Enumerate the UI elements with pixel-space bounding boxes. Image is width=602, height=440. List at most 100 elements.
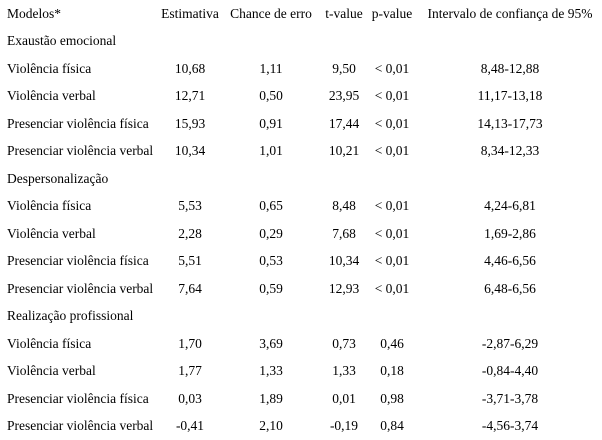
table-row: Violência verbal 2,28 0,29 7,68 < 0,01 1,69-2…	[0, 220, 602, 248]
cell-estimate: 5,51	[178, 253, 202, 269]
cell-error: 0,53	[259, 253, 283, 269]
cell-t: 23,95	[328, 88, 360, 104]
cell-ci: 14,13-17,73	[477, 115, 543, 131]
cell-model: Violência física	[7, 335, 92, 351]
cell-model: Presenciar violência física	[7, 115, 149, 131]
cell-estimate: 5,53	[178, 198, 202, 214]
cell-p: < 0,01	[374, 143, 410, 159]
cell-error: 3,69	[259, 335, 283, 351]
table-row: Violência verbal 1,77 1,33 1,33 0,18 -0,84-4,…	[0, 358, 602, 386]
table-row: Presenciar violência verbal 10,34 1,01 10,2…	[0, 138, 602, 166]
cell-estimate: -0,41	[175, 418, 205, 434]
cell-p: 0,18	[380, 363, 404, 379]
table-row: Presenciar violência física 5,51 0,53 10,34…	[0, 248, 602, 276]
column-header-modelos: Modelos*	[7, 5, 61, 21]
cell-model: Violência verbal	[7, 225, 96, 241]
cell-estimate: 10,34	[174, 143, 206, 159]
cell-ci: -0,84-4,40	[481, 363, 539, 379]
cell-estimate: 2,28	[178, 225, 202, 241]
cell-p: < 0,01	[374, 280, 410, 296]
cell-model: Violência verbal	[7, 363, 96, 379]
cell-error: 0,50	[259, 88, 283, 104]
cell-t: 8,48	[332, 198, 356, 214]
cell-t: 10,34	[328, 253, 360, 269]
cell-model: Violência física	[7, 198, 92, 214]
cell-t: 0,73	[332, 335, 356, 351]
table-row: Violência física 5,53 0,65 8,48 < 0,01 4,24-6…	[0, 193, 602, 221]
group-label: Exaustão emocional	[7, 33, 117, 49]
cell-p: 0,46	[380, 335, 404, 351]
cell-ci: -2,87-6,29	[481, 335, 539, 351]
cell-t: 10,21	[328, 143, 360, 159]
cell-estimate: 15,93	[174, 115, 206, 131]
cell-ci: 8,48-12,88	[480, 60, 540, 76]
cell-p: < 0,01	[374, 115, 410, 131]
column-header-estimativa: Estimativa	[161, 5, 219, 21]
column-header-p-value: p-value	[371, 5, 413, 21]
cell-estimate: 12,71	[174, 88, 206, 104]
cell-error: 2,10	[259, 418, 283, 434]
cell-ci: 4,46-6,56	[484, 253, 536, 269]
table-header-row: Modelos* Estimativa Chance de erro t-val…	[0, 0, 602, 28]
cell-p: 0,98	[380, 390, 404, 406]
cell-estimate: 1,77	[178, 363, 202, 379]
group-header-row: Realização profissional	[0, 303, 602, 331]
group-label: Despersonalização	[7, 170, 109, 186]
cell-estimate: 0,03	[178, 390, 202, 406]
cell-estimate: 1,70	[178, 335, 202, 351]
column-header-t-value: t-value	[325, 5, 363, 21]
cell-ci: 1,69-2,86	[484, 225, 536, 241]
cell-estimate: 7,64	[178, 280, 202, 296]
group-header-row: Exaustão emocional	[0, 28, 602, 56]
cell-error: 0,65	[259, 198, 283, 214]
cell-error: 1,33	[259, 363, 283, 379]
table-row: Presenciar violência verbal 7,64 0,59 12,93…	[0, 275, 602, 303]
cell-estimate: 10,68	[174, 60, 206, 76]
table-row: Presenciar violência verbal -0,41 2,10 -0,1…	[0, 413, 602, 440]
cell-p: < 0,01	[374, 60, 410, 76]
cell-model: Violência verbal	[7, 88, 96, 104]
table-row: Violência física 1,70 3,69 0,73 0,46 -2,87-6,…	[0, 330, 602, 358]
table-row: Violência física 10,68 1,11 9,50 < 0,01 8,48-…	[0, 55, 602, 83]
cell-model: Presenciar violência verbal	[7, 280, 154, 296]
cell-p: < 0,01	[374, 198, 410, 214]
cell-ci: 8,34-12,33	[480, 143, 540, 159]
cell-t: 12,93	[328, 280, 360, 296]
cell-model: Presenciar violência física	[7, 253, 149, 269]
cell-ci: 11,17-13,18	[477, 88, 543, 104]
table-body: Exaustão emocional Violência física 10,68 1…	[0, 28, 602, 440]
cell-model: Presenciar violência física	[7, 390, 149, 406]
cell-t: 17,44	[328, 115, 360, 131]
table-row: Presenciar violência física 0,03 1,89 0,01 0…	[0, 385, 602, 413]
cell-ci: 6,48-6,56	[484, 280, 536, 296]
cell-ci: -3,71-3,78	[481, 390, 539, 406]
cell-t: -0,19	[329, 418, 359, 434]
cell-p: < 0,01	[374, 225, 410, 241]
cell-error: 1,01	[259, 143, 283, 159]
cell-error: 1,89	[259, 390, 283, 406]
cell-error: 0,59	[259, 280, 283, 296]
cell-model: Violência física	[7, 60, 92, 76]
cell-p: < 0,01	[374, 88, 410, 104]
cell-model: Presenciar violência verbal	[7, 418, 154, 434]
cell-ci: -4,56-3,74	[481, 418, 539, 434]
cell-t: 9,50	[332, 60, 356, 76]
cell-p: 0,84	[380, 418, 404, 434]
table-row: Presenciar violência física 15,93 0,91 17,4…	[0, 110, 602, 138]
cell-model: Presenciar violência verbal	[7, 143, 154, 159]
cell-error: 1,11	[259, 60, 283, 76]
cell-t: 7,68	[332, 225, 356, 241]
table-row: Violência verbal 12,71 0,50 23,95 < 0,01 11,1…	[0, 83, 602, 111]
cell-t: 1,33	[332, 363, 356, 379]
cell-p: < 0,01	[374, 253, 410, 269]
cell-ci: 4,24-6,81	[484, 198, 536, 214]
group-header-row: Despersonalização	[0, 165, 602, 193]
cell-error: 0,29	[259, 225, 283, 241]
cell-error: 0,91	[259, 115, 283, 131]
group-label: Realização profissional	[7, 308, 134, 324]
column-header-intervalo-confianca: Intervalo de confiança de 95%	[427, 5, 593, 21]
column-header-chance-de-erro: Chance de erro	[230, 5, 312, 21]
cell-t: 0,01	[332, 390, 356, 406]
